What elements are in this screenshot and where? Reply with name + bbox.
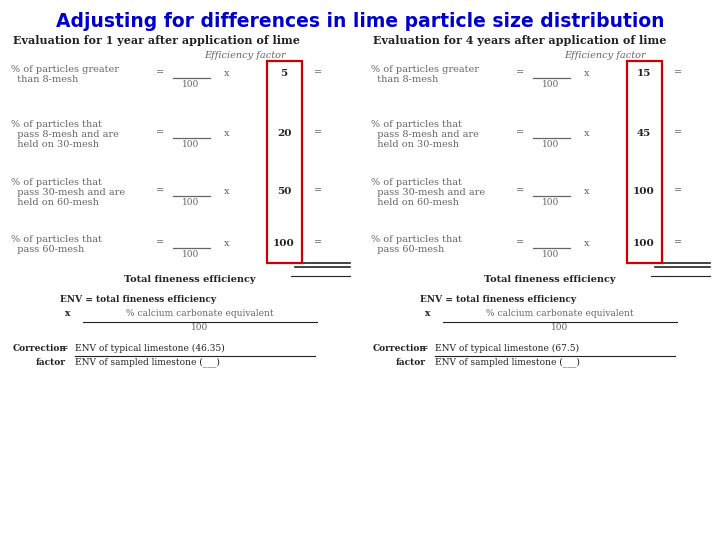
Text: pass 60-mesh: pass 60-mesh bbox=[371, 245, 444, 254]
Text: than 8-mesh: than 8-mesh bbox=[371, 75, 438, 84]
Text: x: x bbox=[224, 129, 230, 138]
Text: 100: 100 bbox=[273, 239, 295, 247]
Text: pass 8-mesh and are: pass 8-mesh and are bbox=[11, 130, 119, 139]
Text: Correction: Correction bbox=[373, 344, 427, 353]
Text: held on 60-mesh: held on 60-mesh bbox=[11, 198, 99, 207]
Text: Correction: Correction bbox=[13, 344, 67, 353]
Text: factor: factor bbox=[396, 358, 426, 367]
Text: % of particles that: % of particles that bbox=[11, 235, 102, 244]
Text: ENV of sampled limestone (___): ENV of sampled limestone (___) bbox=[435, 357, 580, 367]
Text: Total fineness efficiency: Total fineness efficiency bbox=[125, 275, 256, 284]
Text: % of particles that: % of particles that bbox=[371, 178, 462, 187]
Text: =: = bbox=[674, 69, 682, 78]
Text: =: = bbox=[674, 239, 682, 247]
Text: % of particles that: % of particles that bbox=[371, 235, 462, 244]
Text: Evaluation for 1 year after application of lime: Evaluation for 1 year after application … bbox=[13, 35, 300, 46]
Text: 50: 50 bbox=[276, 186, 291, 195]
Text: pass 60-mesh: pass 60-mesh bbox=[11, 245, 84, 254]
Text: pass 30-mesh and are: pass 30-mesh and are bbox=[11, 188, 125, 197]
Text: 100: 100 bbox=[182, 80, 199, 89]
Text: held on 60-mesh: held on 60-mesh bbox=[371, 198, 459, 207]
Text: 100: 100 bbox=[542, 198, 559, 207]
Text: 20: 20 bbox=[276, 129, 292, 138]
Text: x: x bbox=[224, 69, 230, 78]
Text: 100: 100 bbox=[542, 250, 559, 259]
Text: % of particles that: % of particles that bbox=[11, 120, 102, 129]
Text: factor: factor bbox=[36, 358, 66, 367]
Text: x: x bbox=[584, 129, 590, 138]
Text: =: = bbox=[516, 239, 524, 247]
Text: =: = bbox=[314, 129, 322, 138]
Text: % of particles greater: % of particles greater bbox=[371, 65, 479, 74]
Text: Adjusting for differences in lime particle size distribution: Adjusting for differences in lime partic… bbox=[55, 12, 665, 31]
Text: ENV of sampled limestone (___): ENV of sampled limestone (___) bbox=[75, 357, 220, 367]
Text: =: = bbox=[156, 186, 164, 195]
Text: 100: 100 bbox=[182, 250, 199, 259]
Text: =: = bbox=[516, 186, 524, 195]
Bar bbox=[627, 61, 662, 263]
Text: pass 8-mesh and are: pass 8-mesh and are bbox=[371, 130, 479, 139]
Text: x: x bbox=[584, 69, 590, 78]
Text: Efficiency factor: Efficiency factor bbox=[204, 51, 286, 60]
Text: x: x bbox=[426, 309, 431, 318]
Text: 100: 100 bbox=[633, 186, 655, 195]
Text: % calcium carbonate equivalent: % calcium carbonate equivalent bbox=[126, 309, 274, 318]
Text: =: = bbox=[314, 186, 322, 195]
Text: ENV of typical limestone (46.35): ENV of typical limestone (46.35) bbox=[75, 344, 225, 353]
Text: % calcium carbonate equivalent: % calcium carbonate equivalent bbox=[486, 309, 634, 318]
Text: =: = bbox=[156, 69, 164, 78]
Text: =: = bbox=[60, 344, 68, 353]
Text: than 8-mesh: than 8-mesh bbox=[11, 75, 78, 84]
Text: 100: 100 bbox=[633, 239, 655, 247]
Text: ENV = total fineness efficiency: ENV = total fineness efficiency bbox=[420, 295, 576, 304]
Text: x: x bbox=[584, 186, 590, 195]
Text: held on 30-mesh: held on 30-mesh bbox=[11, 140, 99, 149]
Text: =: = bbox=[156, 129, 164, 138]
Text: =: = bbox=[420, 344, 428, 353]
Text: 5: 5 bbox=[280, 69, 287, 78]
Text: 100: 100 bbox=[542, 80, 559, 89]
Text: Total fineness efficiency: Total fineness efficiency bbox=[485, 275, 616, 284]
Text: ENV = total fineness efficiency: ENV = total fineness efficiency bbox=[60, 295, 216, 304]
Text: % of particles greater: % of particles greater bbox=[11, 65, 119, 74]
Text: =: = bbox=[314, 239, 322, 247]
Text: =: = bbox=[674, 186, 682, 195]
Text: x: x bbox=[66, 309, 71, 318]
Text: x: x bbox=[224, 186, 230, 195]
Text: 45: 45 bbox=[637, 129, 651, 138]
Text: 100: 100 bbox=[182, 198, 199, 207]
Text: x: x bbox=[584, 239, 590, 247]
Text: =: = bbox=[674, 129, 682, 138]
Text: =: = bbox=[156, 239, 164, 247]
Text: =: = bbox=[516, 69, 524, 78]
Text: pass 30-mesh and are: pass 30-mesh and are bbox=[371, 188, 485, 197]
Text: % of particles that: % of particles that bbox=[371, 120, 462, 129]
Text: 100: 100 bbox=[542, 140, 559, 149]
Text: 15: 15 bbox=[636, 69, 651, 78]
Text: Evaluation for 4 years after application of lime: Evaluation for 4 years after application… bbox=[373, 35, 667, 46]
Bar bbox=[267, 61, 302, 263]
Text: held on 30-mesh: held on 30-mesh bbox=[371, 140, 459, 149]
Text: x: x bbox=[224, 239, 230, 247]
Text: =: = bbox=[516, 129, 524, 138]
Text: ENV of typical limestone (67.5): ENV of typical limestone (67.5) bbox=[435, 344, 579, 353]
Text: 100: 100 bbox=[552, 323, 569, 332]
Text: =: = bbox=[314, 69, 322, 78]
Text: 100: 100 bbox=[192, 323, 209, 332]
Text: 100: 100 bbox=[182, 140, 199, 149]
Text: Efficiency factor: Efficiency factor bbox=[564, 51, 646, 60]
Text: % of particles that: % of particles that bbox=[11, 178, 102, 187]
